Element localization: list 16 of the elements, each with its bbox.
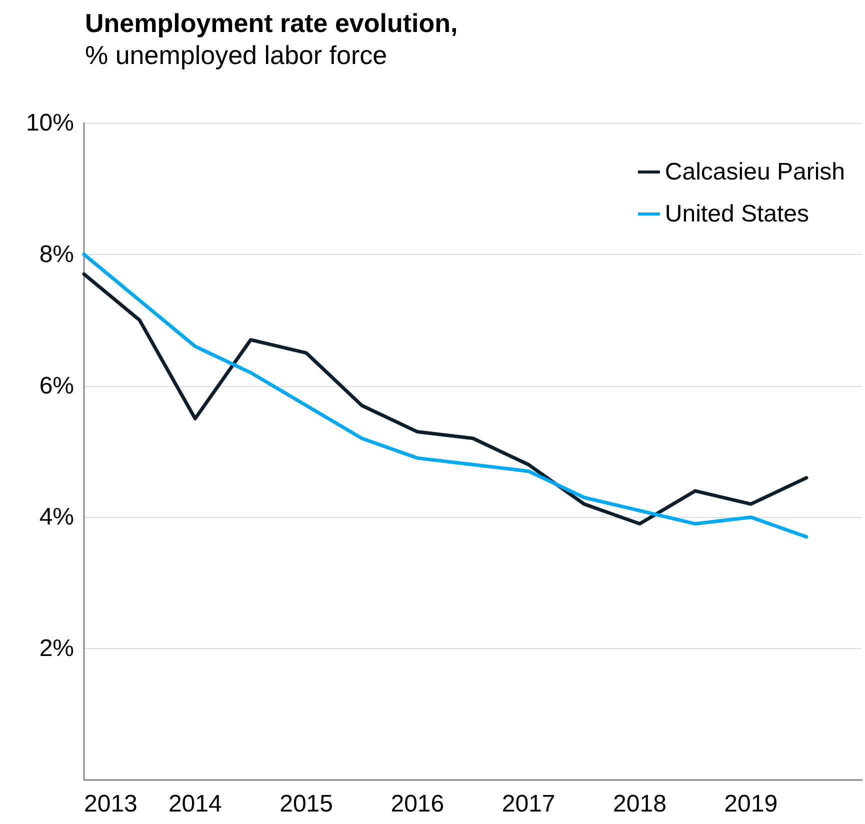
legend-label: United States (664, 200, 810, 228)
y-tick-label: 6% (39, 372, 74, 400)
x-tick-label: 2015 (280, 790, 333, 818)
y-tick-label: 8% (39, 240, 74, 268)
y-tick-label: 4% (39, 504, 74, 531)
x-tick-label: 2016 (390, 790, 444, 818)
x-tick-label: 2014 (168, 790, 222, 818)
x-tick-label: 2019 (724, 790, 778, 818)
chart-title: Unemployment rate evolution, (85, 8, 458, 38)
y-tick-label: 2% (39, 635, 74, 662)
y-tick-label: 10% (26, 110, 74, 136)
x-tick-label: 2018 (613, 790, 666, 818)
x-tick-label: 2017 (502, 790, 556, 818)
legend-label: Calcasieu Parish (664, 158, 846, 186)
x-tick-label: 2013 (84, 790, 138, 818)
chart-subtitle: % unemployed labor force (85, 40, 388, 70)
